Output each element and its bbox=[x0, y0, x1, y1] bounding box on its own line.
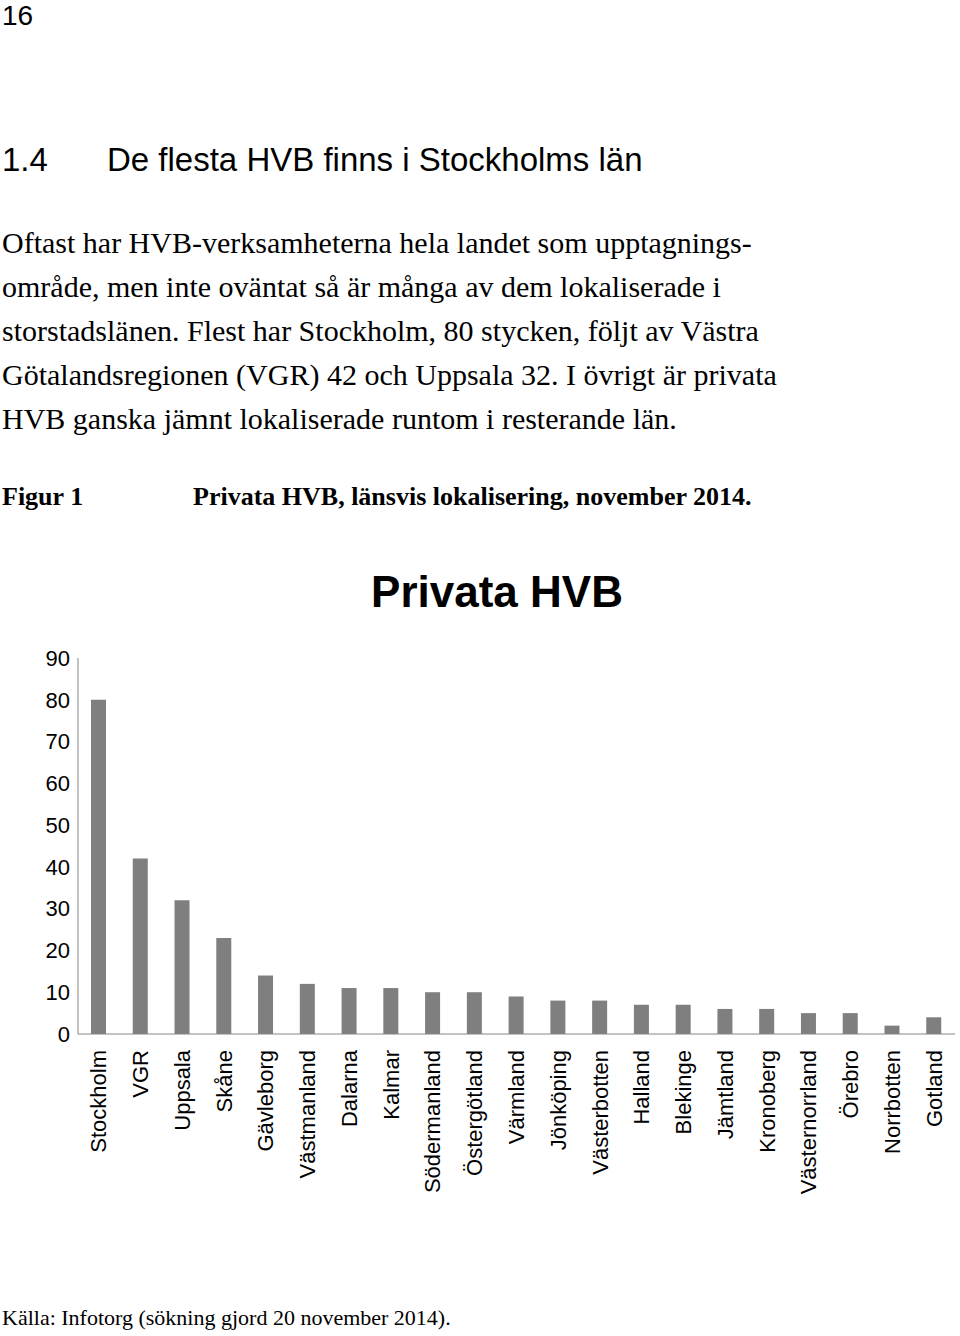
svg-text:Gävleborg: Gävleborg bbox=[253, 1050, 278, 1152]
html-text:1.4: 1.4 bbox=[2, 141, 48, 178]
svg-text:Västerbotten: Västerbotten bbox=[588, 1050, 613, 1175]
svg-text:Värmland: Värmland bbox=[504, 1050, 529, 1144]
svg-text:Örebro: Örebro bbox=[838, 1050, 863, 1118]
svg-text:Gotland: Gotland bbox=[922, 1050, 947, 1127]
html-text:Privata HVB: Privata HVB bbox=[371, 567, 623, 616]
html-text:Privata HVB, länsvis lokaliser: Privata HVB, länsvis lokalisering, novem… bbox=[193, 482, 752, 511]
html-text:storstadslänen. Flest har Stoc: storstadslänen. Flest har Stockholm, 80 … bbox=[2, 314, 759, 347]
svg-text:Stockholm: Stockholm bbox=[86, 1050, 111, 1153]
svg-text:Östergötland: Östergötland bbox=[462, 1050, 487, 1176]
svg-text:Blekinge: Blekinge bbox=[671, 1050, 696, 1134]
svg-text:30: 30 bbox=[46, 896, 70, 921]
svg-text:Norrbotten: Norrbotten bbox=[880, 1050, 905, 1154]
svg-text:80: 80 bbox=[46, 688, 70, 713]
html-text:Oftast har HVB-verksamheterna: Oftast har HVB-verksamheterna hela lande… bbox=[2, 226, 752, 259]
svg-text:Halland: Halland bbox=[629, 1050, 654, 1125]
svg-text:Jönköping: Jönköping bbox=[546, 1050, 571, 1150]
html-text:16: 16 bbox=[2, 0, 34, 31]
svg-text:Södermanland: Södermanland bbox=[420, 1050, 445, 1193]
svg-text:70: 70 bbox=[46, 729, 70, 754]
svg-text:Kalmar: Kalmar bbox=[379, 1050, 404, 1120]
svg-text:50: 50 bbox=[46, 813, 70, 838]
svg-text:90: 90 bbox=[46, 646, 70, 671]
svg-text:Västmanland: Västmanland bbox=[295, 1050, 320, 1178]
svg-text:60: 60 bbox=[46, 771, 70, 796]
svg-text:0: 0 bbox=[58, 1022, 70, 1047]
svg-text:Skåne: Skåne bbox=[212, 1050, 237, 1112]
html-text:område, men inte oväntat så är: område, men inte oväntat så är många av … bbox=[2, 270, 721, 303]
svg-text:Jämtland: Jämtland bbox=[713, 1050, 738, 1139]
html-text:HVB ganska jämnt lokaliserade: HVB ganska jämnt lokaliserade runtom i r… bbox=[2, 402, 677, 435]
svg-text:Dalarna: Dalarna bbox=[337, 1049, 362, 1127]
html-text:Götalandsregionen (VGR) 42 och: Götalandsregionen (VGR) 42 och Uppsala 3… bbox=[2, 358, 777, 391]
svg-text:Uppsala: Uppsala bbox=[170, 1049, 195, 1130]
svg-text:VGR: VGR bbox=[128, 1050, 153, 1098]
html-text:Figur 1: Figur 1 bbox=[2, 482, 84, 511]
svg-text:Västernorrland: Västernorrland bbox=[796, 1050, 821, 1194]
svg-text:10: 10 bbox=[46, 980, 70, 1005]
html-text:De flesta HVB finns i Stockhol: De flesta HVB finns i Stockholms län bbox=[107, 141, 643, 178]
svg-text:20: 20 bbox=[46, 938, 70, 963]
html-text:Källa: Infotorg (sökning gjord: Källa: Infotorg (sökning gjord 20 novemb… bbox=[2, 1305, 451, 1330]
svg-text:Kronoberg: Kronoberg bbox=[755, 1050, 780, 1153]
svg-text:40: 40 bbox=[46, 855, 70, 880]
